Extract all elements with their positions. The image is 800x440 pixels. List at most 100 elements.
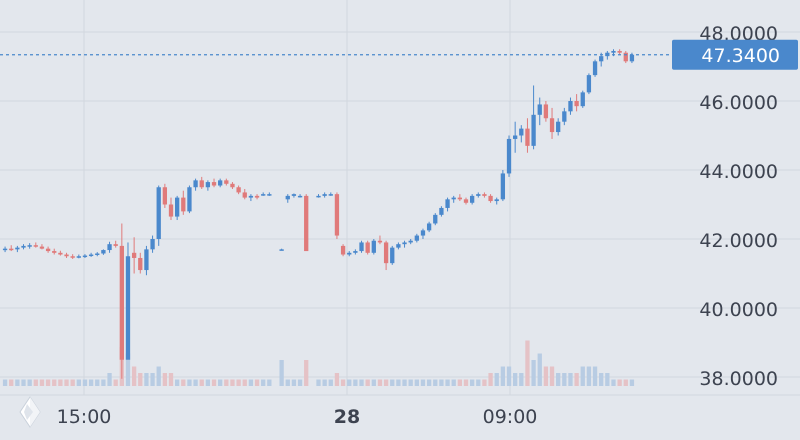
volume-bar — [617, 379, 622, 386]
volume-bar — [187, 379, 192, 386]
volume-bar — [261, 379, 266, 386]
candle-body — [168, 204, 174, 217]
volume-bar — [347, 379, 352, 386]
candle-body — [611, 50, 616, 53]
candle-body — [439, 207, 444, 215]
candle-body — [144, 249, 149, 271]
volume-bar — [433, 379, 438, 386]
candle-body — [390, 247, 395, 264]
candle-body — [297, 195, 303, 198]
candle-body — [556, 121, 561, 133]
candle-body — [82, 255, 88, 258]
volume-bar — [629, 379, 635, 386]
volume-bar — [254, 379, 260, 386]
volume-bar — [605, 373, 610, 386]
volume-bar — [267, 379, 272, 386]
volume-bar — [476, 379, 481, 386]
volume-bar — [70, 379, 75, 386]
candle-body — [52, 251, 57, 253]
volume-bar — [144, 373, 149, 386]
candle-body — [9, 248, 14, 251]
candle-body — [568, 101, 573, 112]
candles — [2, 49, 635, 379]
volume-bar — [574, 373, 579, 386]
volume-bar — [113, 379, 118, 386]
candle-body — [39, 246, 45, 249]
volume-bar — [138, 373, 143, 386]
diamond-logo-icon — [19, 396, 41, 428]
candle-body — [70, 256, 75, 258]
candle-body — [107, 244, 112, 251]
candle-body — [181, 197, 186, 212]
volume-bar — [211, 379, 217, 386]
volume-bar — [52, 379, 57, 386]
candle-body — [519, 128, 524, 136]
candle-body — [242, 192, 247, 198]
volume-bar — [107, 373, 112, 386]
candle-body — [488, 195, 493, 202]
candle-body — [463, 199, 469, 203]
candle-body — [586, 75, 592, 93]
candle-body — [322, 194, 327, 196]
volume-bar — [162, 373, 168, 386]
volume-bar — [519, 373, 524, 386]
volume-bar — [156, 366, 161, 386]
volume-bar — [482, 379, 487, 386]
candle-body — [236, 187, 241, 193]
volume-bar — [39, 379, 45, 386]
volume-bar — [611, 379, 616, 386]
candle-body — [113, 244, 118, 246]
volume-bar — [248, 379, 254, 386]
volume-bar — [390, 379, 395, 386]
candle-body — [629, 54, 635, 62]
volume-bar — [82, 379, 88, 386]
candle-body — [248, 195, 254, 198]
volume-bar — [408, 379, 413, 386]
volume-bar — [543, 366, 549, 386]
candle-body — [469, 195, 475, 203]
volume-bar — [279, 360, 284, 386]
volume-bar — [469, 379, 475, 386]
volume-bar — [531, 360, 536, 386]
volume-bar — [562, 373, 567, 386]
candle-body — [156, 187, 161, 239]
candle-body — [623, 52, 628, 62]
y-tick-label: 38.0000 — [699, 368, 778, 390]
candle-body — [457, 197, 463, 200]
candle-body — [76, 256, 81, 258]
candle-body — [525, 128, 530, 146]
volume-bar — [316, 379, 321, 386]
candle-body — [482, 194, 487, 196]
volume-bar — [537, 353, 542, 386]
candle-body — [334, 194, 340, 236]
volume-bar — [125, 353, 131, 386]
volume-bar — [568, 373, 573, 386]
volume-bar — [2, 379, 8, 386]
volume-bar — [193, 379, 198, 386]
volume-bar — [76, 379, 81, 386]
candle-body — [549, 118, 555, 133]
volume-bar — [21, 379, 26, 386]
volume-bar — [451, 379, 456, 386]
candle-body — [426, 223, 432, 231]
last-price-badge-bg — [672, 39, 798, 70]
candle-body — [562, 111, 567, 122]
candle-body — [45, 248, 51, 252]
volume-bar — [328, 379, 333, 386]
volume-bar — [488, 373, 493, 386]
volume-bar — [45, 379, 51, 386]
volume-bar — [457, 379, 463, 386]
volume-bar — [101, 379, 106, 386]
candle-body — [402, 242, 407, 245]
last-price-label: 47.3400 — [701, 45, 780, 67]
y-tick-label: 40.0000 — [699, 299, 778, 321]
volume-bar — [205, 379, 211, 386]
x-tick-label: 09:00 — [483, 406, 538, 428]
candle-body — [279, 249, 284, 251]
volume-bar — [556, 373, 561, 386]
volume-bar — [439, 379, 444, 386]
candle-body — [27, 245, 32, 247]
candle-body — [88, 254, 94, 257]
